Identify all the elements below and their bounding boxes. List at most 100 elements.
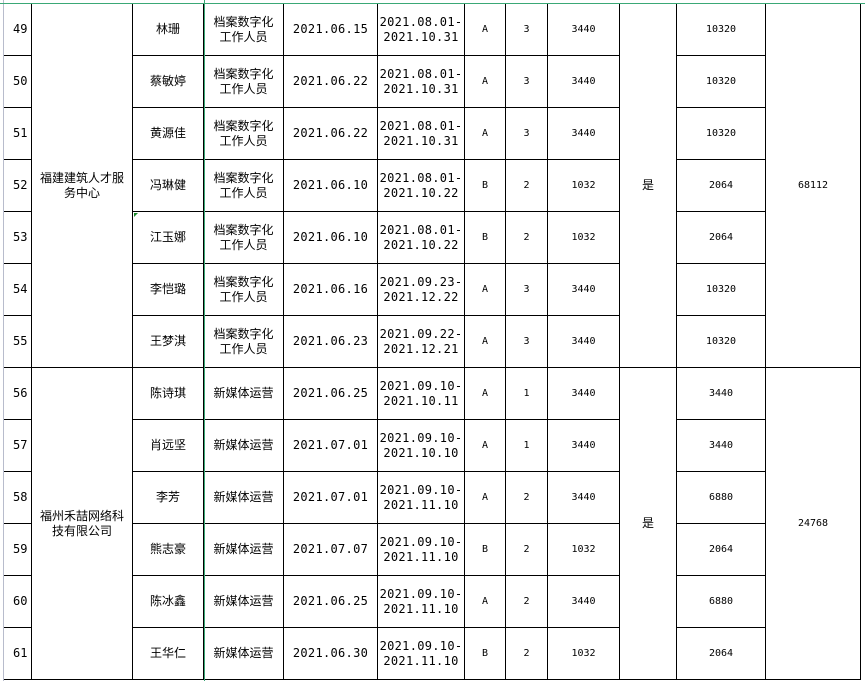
grade-cell[interactable]: A (465, 576, 506, 628)
hire-date-cell[interactable]: 2021.06.25 (284, 576, 378, 628)
monthly-amount-cell[interactable]: 3440 (548, 4, 620, 56)
position-cell[interactable]: 档案数字化 工作人员 (204, 160, 284, 212)
name-cell[interactable]: 黄源佳 (133, 108, 204, 160)
subsidy-period-cell[interactable]: 2021.09.10- 2021.10.10 (378, 420, 465, 472)
monthly-amount-cell[interactable]: 3440 (548, 264, 620, 316)
name-cell[interactable]: 熊志豪 (133, 524, 204, 576)
name-cell[interactable]: 冯琳健 (133, 160, 204, 212)
row-number-cell[interactable]: 53 (4, 212, 32, 264)
name-cell[interactable]: 王华仁 (133, 628, 204, 680)
hire-date-cell[interactable]: 2021.07.07 (284, 524, 378, 576)
months-cell[interactable]: 3 (506, 264, 548, 316)
hire-date-cell[interactable]: 2021.07.01 (284, 420, 378, 472)
hire-date-cell[interactable]: 2021.07.01 (284, 472, 378, 524)
row-number-cell[interactable]: 51 (4, 108, 32, 160)
row-number-cell[interactable]: 54 (4, 264, 32, 316)
grade-cell[interactable]: A (465, 368, 506, 420)
grade-cell[interactable]: A (465, 316, 506, 368)
months-cell[interactable]: 2 (506, 524, 548, 576)
monthly-amount-cell[interactable]: 1032 (548, 212, 620, 264)
total-amount-cell[interactable]: 3440 (677, 420, 766, 472)
monthly-amount-cell[interactable]: 3440 (548, 368, 620, 420)
hire-date-cell[interactable]: 2021.06.22 (284, 56, 378, 108)
position-cell[interactable]: 新媒体运营 (204, 628, 284, 680)
months-cell[interactable]: 3 (506, 316, 548, 368)
monthly-amount-cell[interactable]: 3440 (548, 56, 620, 108)
company-cell[interactable]: 福建建筑人才服务中心 (32, 4, 133, 368)
months-cell[interactable]: 3 (506, 4, 548, 56)
hire-date-cell[interactable]: 2021.06.10 (284, 160, 378, 212)
hire-date-cell[interactable]: 2021.06.23 (284, 316, 378, 368)
total-amount-cell[interactable]: 2064 (677, 524, 766, 576)
row-number-cell[interactable]: 56 (4, 368, 32, 420)
months-cell[interactable]: 2 (506, 160, 548, 212)
row-number-cell[interactable]: 58 (4, 472, 32, 524)
eligible-cell[interactable]: 是 (620, 4, 677, 368)
name-cell[interactable]: 陈诗琪 (133, 368, 204, 420)
total-amount-cell[interactable]: 2064 (677, 628, 766, 680)
months-cell[interactable]: 2 (506, 628, 548, 680)
subsidy-period-cell[interactable]: 2021.08.01- 2021.10.22 (378, 212, 465, 264)
row-number-cell[interactable]: 57 (4, 420, 32, 472)
monthly-amount-cell[interactable]: 3440 (548, 576, 620, 628)
grade-cell[interactable]: B (465, 524, 506, 576)
hire-date-cell[interactable]: 2021.06.10 (284, 212, 378, 264)
position-cell[interactable]: 档案数字化 工作人员 (204, 56, 284, 108)
company-cell[interactable]: 福州禾喆网络科技有限公司 (32, 368, 133, 680)
total-amount-cell[interactable]: 10320 (677, 4, 766, 56)
total-amount-cell[interactable]: 2064 (677, 160, 766, 212)
grade-cell[interactable]: A (465, 472, 506, 524)
position-cell[interactable]: 新媒体运营 (204, 576, 284, 628)
name-cell[interactable]: 蔡敏婷 (133, 56, 204, 108)
hire-date-cell[interactable]: 2021.06.22 (284, 108, 378, 160)
row-number-cell[interactable]: 55 (4, 316, 32, 368)
grade-cell[interactable]: B (465, 628, 506, 680)
total-amount-cell[interactable]: 10320 (677, 264, 766, 316)
total-amount-cell[interactable]: 6880 (677, 576, 766, 628)
grade-cell[interactable]: B (465, 212, 506, 264)
eligible-cell[interactable]: 是 (620, 368, 677, 680)
group-total-cell[interactable]: 68112 (766, 4, 861, 368)
group-total-cell[interactable]: 24768 (766, 368, 861, 680)
position-cell[interactable]: 档案数字化 工作人员 (204, 316, 284, 368)
months-cell[interactable]: 1 (506, 420, 548, 472)
hire-date-cell[interactable]: 2021.06.16 (284, 264, 378, 316)
subsidy-period-cell[interactable]: 2021.08.01- 2021.10.31 (378, 56, 465, 108)
subsidy-period-cell[interactable]: 2021.09.10- 2021.11.10 (378, 628, 465, 680)
monthly-amount-cell[interactable]: 1032 (548, 628, 620, 680)
row-number-cell[interactable]: 59 (4, 524, 32, 576)
subsidy-period-cell[interactable]: 2021.09.22- 2021.12.21 (378, 316, 465, 368)
row-number-cell[interactable]: 60 (4, 576, 32, 628)
months-cell[interactable]: 2 (506, 576, 548, 628)
name-cell[interactable]: 陈冰鑫 (133, 576, 204, 628)
monthly-amount-cell[interactable]: 3440 (548, 472, 620, 524)
subsidy-period-cell[interactable]: 2021.08.01- 2021.10.31 (378, 4, 465, 56)
total-amount-cell[interactable]: 2064 (677, 212, 766, 264)
months-cell[interactable]: 2 (506, 212, 548, 264)
monthly-amount-cell[interactable]: 1032 (548, 524, 620, 576)
monthly-amount-cell[interactable]: 3440 (548, 316, 620, 368)
grade-cell[interactable]: A (465, 4, 506, 56)
row-number-cell[interactable]: 61 (4, 628, 32, 680)
hire-date-cell[interactable]: 2021.06.15 (284, 4, 378, 56)
subsidy-period-cell[interactable]: 2021.08.01- 2021.10.31 (378, 108, 465, 160)
name-cell[interactable]: 林珊 (133, 4, 204, 56)
position-cell[interactable]: 新媒体运营 (204, 472, 284, 524)
name-cell[interactable]: 江玉娜 (133, 212, 204, 264)
subsidy-period-cell[interactable]: 2021.08.01- 2021.10.22 (378, 160, 465, 212)
monthly-amount-cell[interactable]: 1032 (548, 160, 620, 212)
name-cell[interactable]: 李恺璐 (133, 264, 204, 316)
position-cell[interactable]: 新媒体运营 (204, 368, 284, 420)
total-amount-cell[interactable]: 10320 (677, 108, 766, 160)
grade-cell[interactable]: A (465, 420, 506, 472)
position-cell[interactable]: 新媒体运营 (204, 420, 284, 472)
months-cell[interactable]: 1 (506, 368, 548, 420)
name-cell[interactable]: 李芳 (133, 472, 204, 524)
row-number-cell[interactable]: 52 (4, 160, 32, 212)
position-cell[interactable]: 档案数字化 工作人员 (204, 212, 284, 264)
grade-cell[interactable]: A (465, 56, 506, 108)
hire-date-cell[interactable]: 2021.06.25 (284, 368, 378, 420)
position-cell[interactable]: 档案数字化 工作人员 (204, 108, 284, 160)
row-number-cell[interactable]: 50 (4, 56, 32, 108)
subsidy-period-cell[interactable]: 2021.09.10- 2021.11.10 (378, 576, 465, 628)
